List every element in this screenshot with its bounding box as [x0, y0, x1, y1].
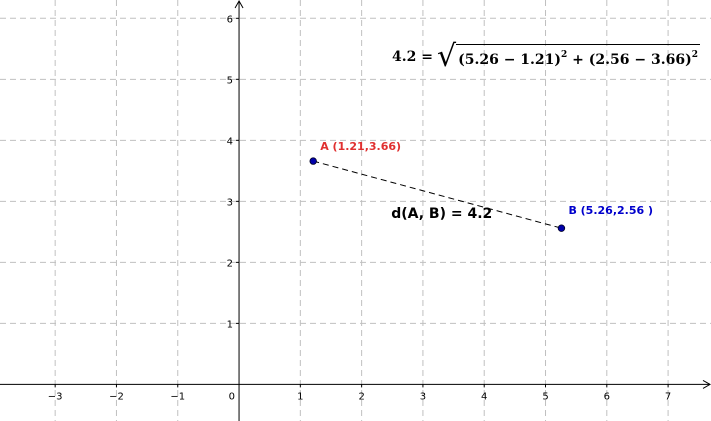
exponent-2: 2 [691, 50, 698, 60]
formula-lhs: 4.2 = [392, 49, 433, 65]
x-axis-arrow-icon [702, 379, 711, 389]
radical: √ (5.26 − 1.21)2 + (2.56 − 3.66)2 [433, 42, 700, 72]
x-tick-label: 4 [481, 391, 487, 402]
x-tick-label: 6 [604, 391, 610, 402]
x-tick-label: 2 [358, 391, 364, 402]
x-tick-label: 1 [297, 391, 303, 402]
y-axis-arrow-icon [234, 0, 244, 9]
radicand: (5.26 − 1.21)2 + (2.56 − 3.66)2 [456, 44, 700, 68]
x-tick-label: 0 [229, 391, 235, 402]
y-tick-label: 2 [227, 258, 233, 269]
distance-label: d(A, B) = 4.2 [391, 206, 492, 222]
y-tick-label: 1 [227, 319, 233, 330]
x-tick-label: 7 [665, 391, 671, 402]
x-tick-label: −2 [109, 391, 124, 402]
y-tick-label: 6 [227, 14, 233, 25]
segment-ab[interactable] [313, 160, 562, 229]
radicand-term-1: (5.26 − 1.21) [458, 52, 562, 68]
radicand-term-2: (2.56 − 3.66) [588, 52, 692, 68]
plus-sign: + [567, 52, 589, 68]
point-b[interactable] [557, 224, 566, 232]
exponent-1: 2 [561, 50, 568, 60]
points-group: A (1.21,3.66) B (5.26,2.56 ) [309, 140, 653, 232]
x-tick-label: 5 [542, 391, 548, 402]
point-label-a: A (1.21,3.66) [320, 140, 401, 153]
segment-ab-group: d(A, B) = 4.2 [313, 160, 562, 229]
y-tick-label: 4 [227, 136, 233, 147]
y-tick-label: 3 [227, 197, 233, 208]
distance-formula: 4.2 = √ (5.26 − 1.21)2 + (2.56 − 3.66)2 [392, 38, 700, 76]
point-a[interactable] [309, 157, 317, 165]
tick-labels: −3 −2 −1 0 1 2 3 4 5 6 7 1 2 3 4 5 6 [48, 14, 671, 402]
sqrt-icon: √ [436, 39, 457, 74]
point-label-b: B (5.26,2.56 ) [568, 204, 653, 217]
y-tick-label: 5 [227, 75, 233, 86]
x-tick-label: −1 [170, 391, 185, 402]
x-tick-label: 3 [420, 391, 426, 402]
x-tick-label: −3 [48, 391, 63, 402]
